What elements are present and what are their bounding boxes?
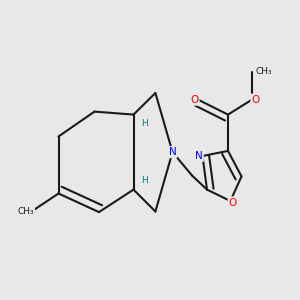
Text: N: N [169,147,176,157]
Text: N: N [195,151,203,161]
Text: H: H [141,176,148,185]
Text: H: H [141,119,148,128]
Text: CH₃: CH₃ [17,207,34,216]
Text: CH₃: CH₃ [255,68,272,76]
Text: O: O [190,94,199,105]
Text: O: O [251,94,260,105]
Text: O: O [229,197,237,208]
